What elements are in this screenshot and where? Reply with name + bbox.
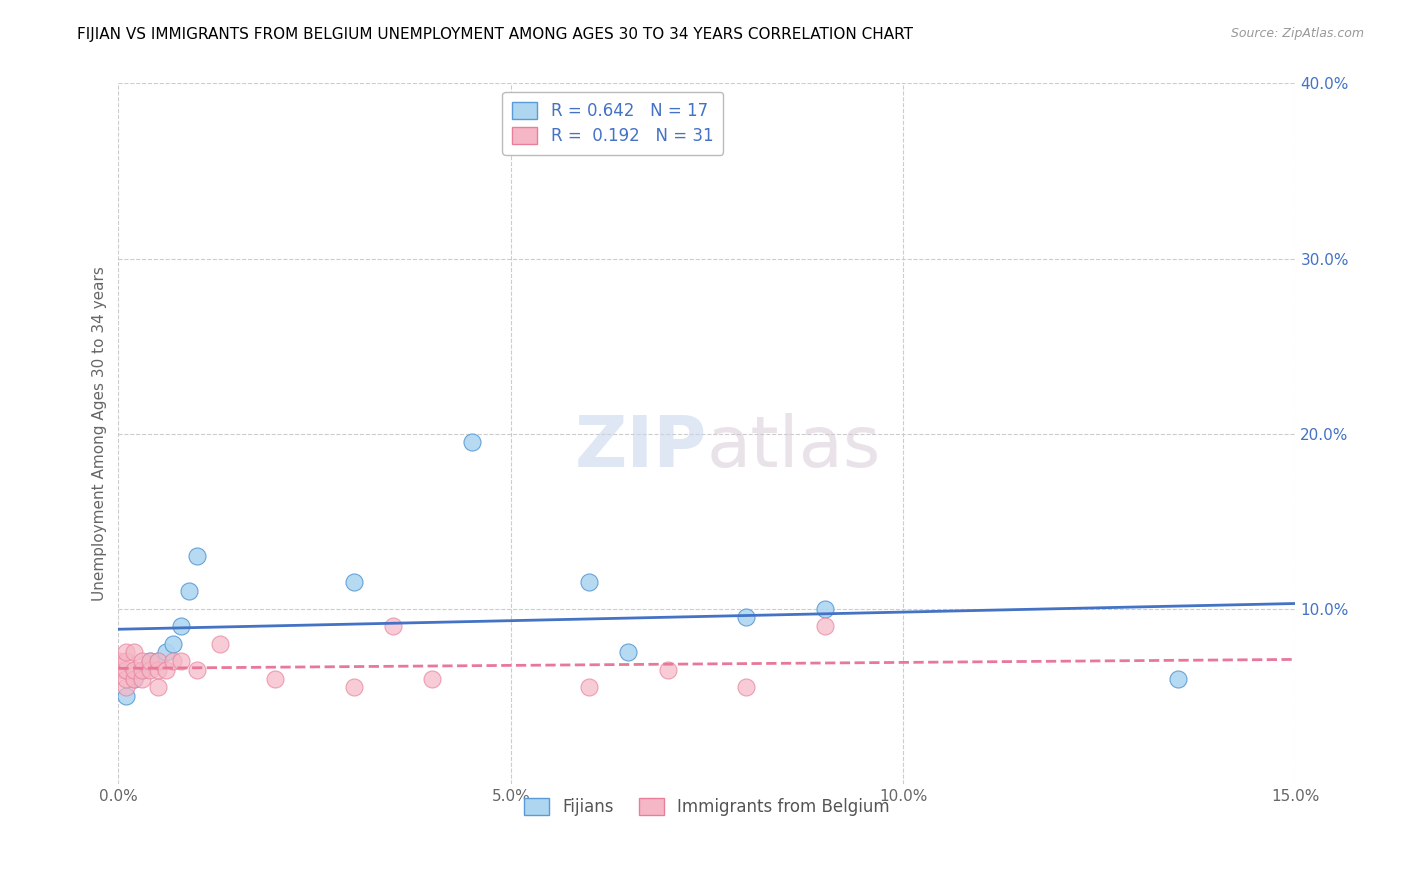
Text: ZIP: ZIP [575, 413, 707, 482]
Point [115, 645, 138, 659]
Point [162, 654, 184, 668]
Point [460, 435, 482, 450]
Point [170, 654, 193, 668]
Point [122, 672, 145, 686]
Point [264, 672, 287, 686]
Point [131, 654, 153, 668]
Point [382, 619, 405, 633]
Point [814, 619, 837, 633]
Point [107, 654, 129, 668]
Point [139, 663, 162, 677]
Legend: Fijians, Immigrants from Belgium: Fijians, Immigrants from Belgium [516, 789, 898, 824]
Point [131, 663, 153, 677]
Point [735, 610, 758, 624]
Point [420, 672, 443, 686]
Point [177, 584, 200, 599]
Point [139, 654, 162, 668]
Point [155, 663, 177, 677]
Text: Source: ZipAtlas.com: Source: ZipAtlas.com [1230, 27, 1364, 40]
Point [162, 637, 184, 651]
Y-axis label: Unemployment Among Ages 30 to 34 years: Unemployment Among Ages 30 to 34 years [93, 266, 107, 601]
Point [170, 619, 193, 633]
Point [122, 645, 145, 659]
Point [209, 637, 232, 651]
Point [115, 663, 138, 677]
Point [186, 663, 208, 677]
Point [107, 663, 129, 677]
Point [122, 663, 145, 677]
Point [115, 654, 138, 668]
Point [578, 681, 600, 695]
Point [131, 672, 153, 686]
Point [115, 681, 138, 695]
Point [1167, 672, 1189, 686]
Text: FIJIAN VS IMMIGRANTS FROM BELGIUM UNEMPLOYMENT AMONG AGES 30 TO 34 YEARS CORRELA: FIJIAN VS IMMIGRANTS FROM BELGIUM UNEMPL… [77, 27, 914, 42]
Point [343, 681, 366, 695]
Point [146, 681, 169, 695]
Point [146, 654, 169, 668]
Point [146, 663, 169, 677]
Point [146, 654, 169, 668]
Point [115, 689, 138, 703]
Point [617, 645, 640, 659]
Point [814, 601, 837, 615]
Point [578, 575, 600, 590]
Point [657, 663, 679, 677]
Point [735, 681, 758, 695]
Point [115, 672, 138, 686]
Point [186, 549, 208, 563]
Point [131, 663, 153, 677]
Text: atlas: atlas [707, 413, 882, 482]
Point [155, 645, 177, 659]
Point [139, 654, 162, 668]
Point [122, 672, 145, 686]
Point [343, 575, 366, 590]
